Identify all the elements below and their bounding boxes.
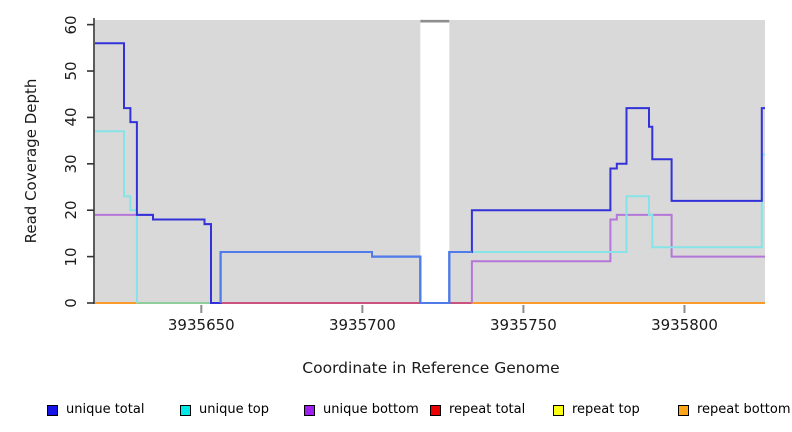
legend-swatch-unique-total <box>47 404 58 416</box>
legend-item-unique-bottom: unique bottom <box>304 402 419 418</box>
y-tick-label: 50 <box>62 61 80 81</box>
x-axis-title: Coordinate in Reference Genome <box>302 359 560 377</box>
legend-item-unique-total: unique total <box>47 402 144 418</box>
x-tick-label: 3935750 <box>490 316 557 334</box>
legend-label: repeat bottom <box>697 402 791 417</box>
y-tick-label: 60 <box>62 15 80 35</box>
x-tick-label: 3935700 <box>328 316 396 334</box>
legend: unique total unique top unique bottom repea… <box>0 396 792 426</box>
legend-swatch-repeat-top <box>553 404 564 416</box>
legend-label: unique total <box>66 402 145 417</box>
masked-region <box>420 19 450 303</box>
legend-item-unique-top: unique top <box>180 402 269 418</box>
legend-label: unique top <box>199 402 270 417</box>
legend-swatch-unique-top <box>180 404 191 416</box>
legend-label: unique bottom <box>323 402 419 417</box>
series-line-unique-bottom <box>470 213 765 303</box>
legend-swatch-repeat-total <box>430 404 441 416</box>
legend-swatch-repeat-bottom <box>678 404 689 416</box>
legend-swatch-unique-bottom <box>304 404 315 416</box>
y-axis-title: Read Coverage Depth <box>22 78 40 244</box>
legend-item-repeat-total: repeat total <box>430 402 525 418</box>
y-tick-label: 30 <box>62 154 80 174</box>
y-tick-label: 40 <box>62 107 80 127</box>
legend-label: repeat total <box>449 402 526 417</box>
series-line-overlay-unique-total <box>219 251 472 304</box>
y-tick-label: 20 <box>62 200 80 220</box>
legend-item-repeat-top: repeat top <box>553 402 640 418</box>
legend-item-repeat-bottom: repeat bottom <box>678 402 791 418</box>
x-tick-label: 3935800 <box>651 316 718 334</box>
y-tick-label: 10 <box>62 247 80 267</box>
x-tick-label: 3935650 <box>167 316 235 334</box>
legend-label: repeat top <box>572 402 640 417</box>
y-tick-label: 0 <box>62 298 80 308</box>
